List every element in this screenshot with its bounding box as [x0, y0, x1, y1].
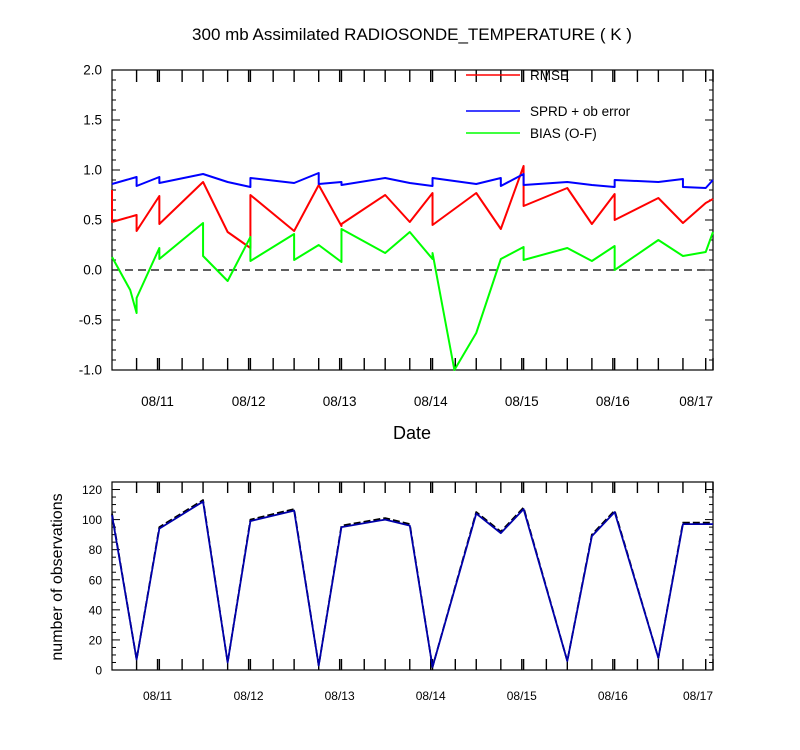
legend-label-bias: BIAS (O-F): [530, 126, 597, 141]
x-tick-label: 08/12: [234, 689, 264, 703]
bottom-panel: 120 100 80 60 40 20 0 08/11 08/12 08/13 08/14 08/15…: [82, 481, 714, 703]
series-line-sprd-ob-error: [111, 172, 714, 189]
bottom-y-axis-label: number of observations: [49, 493, 66, 660]
y-tick-label: 0.0: [83, 263, 102, 278]
x-tick-label: 08/11: [143, 689, 172, 703]
series-line-rmse: [111, 165, 714, 249]
y-tick-label: 120: [82, 483, 102, 497]
y-tick-label: 0: [95, 664, 102, 678]
y-tick-label: -0.5: [79, 313, 102, 328]
plot-frame: [111, 481, 714, 671]
y-tick-label: -1.0: [79, 363, 102, 378]
series-line-used: [111, 500, 713, 668]
x-tick-label: 08/14: [414, 394, 448, 409]
x-tick-label: 08/13: [325, 689, 355, 703]
y-tick-label: 1.0: [83, 163, 102, 178]
top-panel: 2.0 1.5 1.0 0.5 0.0 -0.5 -1.0 08/11 08/12 08/13 08…: [79, 63, 714, 409]
series-line-possible: [111, 499, 713, 668]
y-tick-label: 1.5: [83, 113, 102, 128]
y-tick-label: 2.0: [83, 63, 102, 78]
y-tick-label: 0.5: [83, 213, 102, 228]
x-tick-label: 08/11: [141, 394, 174, 409]
x-tick-label: 08/14: [416, 689, 446, 703]
x-tick-label: 08/17: [683, 689, 713, 703]
series-line-bias-o-f: [111, 222, 714, 371]
x-tick-label: 08/13: [323, 394, 357, 409]
y-tick-label: 80: [89, 543, 103, 557]
legend: RMSE SPRD + ob error BIAS (O-F): [466, 68, 631, 141]
x-tick-label: 08/15: [507, 689, 537, 703]
legend-label-rmse: RMSE: [530, 68, 569, 83]
legend-label-sprd: SPRD + ob error: [530, 104, 631, 119]
x-tick-label: 08/17: [679, 394, 713, 409]
y-tick-label: 40: [89, 603, 103, 617]
top-x-axis-label: Date: [393, 423, 431, 443]
x-tick-label: 08/16: [596, 394, 630, 409]
y-tick-label: 20: [89, 633, 103, 647]
x-tick-label: 08/16: [598, 689, 628, 703]
x-tick-label: 08/12: [232, 394, 266, 409]
chart-title: 300 mb Assimilated RADIOSONDE_TEMPERATUR…: [192, 25, 632, 44]
y-tick-label: 100: [82, 513, 102, 527]
x-tick-label: 08/15: [505, 394, 539, 409]
y-tick-label: 60: [89, 573, 103, 587]
